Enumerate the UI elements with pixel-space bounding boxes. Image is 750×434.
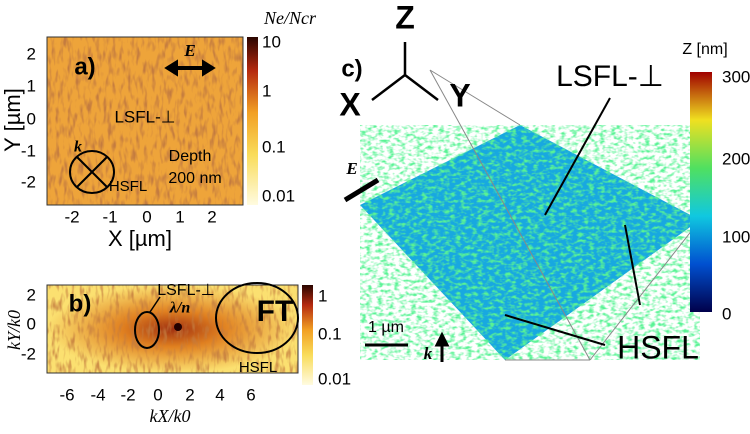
y-tick-label: -2 bbox=[21, 344, 36, 363]
y-tick-label: 0 bbox=[27, 109, 36, 128]
leader bbox=[544, 97, 611, 216]
x-tick-label: 2 bbox=[185, 385, 194, 404]
y-axis-label: Y [µm] bbox=[0, 88, 25, 152]
axis-z: Z bbox=[395, 0, 415, 35]
colorbar-title: Z [nm] bbox=[682, 41, 727, 58]
hsfl-ellipse bbox=[215, 282, 299, 354]
colorbar-tick: 10 bbox=[262, 32, 281, 51]
colorbar-tick: 0.1 bbox=[262, 137, 286, 156]
e-arrow-c bbox=[343, 177, 380, 203]
surface-texture bbox=[360, 125, 700, 360]
axis-x: X bbox=[339, 86, 361, 122]
colorbar-tick: 0.01 bbox=[262, 186, 295, 205]
e-arrow bbox=[164, 59, 216, 77]
x-tick-label: -4 bbox=[90, 385, 105, 404]
panel-label: a) bbox=[74, 53, 95, 80]
lsfl-label: LSFL-⊥ bbox=[157, 282, 215, 299]
x-axis-label: kX/k0 bbox=[150, 406, 191, 426]
x-tick-label: 0 bbox=[142, 207, 151, 226]
axis-icon bbox=[371, 42, 439, 101]
x-tick-label: 2 bbox=[207, 207, 216, 226]
y-tick-label: 1 bbox=[27, 76, 36, 95]
scale-label: 1 µm bbox=[368, 319, 404, 336]
k-arrow-c bbox=[434, 331, 450, 362]
lsfl-ellipse bbox=[134, 311, 160, 349]
lsfl-label: LSFL-⊥ bbox=[556, 60, 664, 93]
ft-center bbox=[174, 323, 182, 331]
colorbar-title: Ne/Ncr bbox=[263, 8, 317, 28]
y-tick-label: 2 bbox=[27, 285, 36, 304]
map-a-frame bbox=[46, 36, 244, 206]
hsfl-label: HSFL bbox=[109, 178, 147, 195]
x-tick-label: -2 bbox=[120, 385, 135, 404]
lsfl-label: LSFL-⊥ bbox=[114, 107, 175, 126]
k-cross bbox=[76, 156, 108, 188]
x-tick-label: -2 bbox=[64, 207, 79, 226]
x-tick-label: -1 bbox=[102, 207, 117, 226]
colorbar-a bbox=[247, 37, 258, 205]
x-tick-label: 6 bbox=[246, 385, 255, 404]
x-tick-label: -6 bbox=[59, 385, 74, 404]
x-tick-label: 1 bbox=[175, 207, 184, 226]
y-tick-label: -2 bbox=[21, 172, 36, 191]
field-label: E bbox=[345, 159, 357, 178]
depth-label: Depth bbox=[169, 148, 212, 165]
x-tick-label: 4 bbox=[215, 385, 224, 404]
hsfl-label: HSFL bbox=[239, 359, 277, 376]
colorbar-tick: 0 bbox=[722, 304, 731, 323]
leader bbox=[149, 296, 161, 313]
field-label: E bbox=[183, 41, 195, 60]
colorbar-tick: 100 bbox=[722, 227, 750, 246]
colorbar-tick: 0.01 bbox=[318, 369, 351, 388]
depth-value: 200 nm bbox=[168, 170, 221, 187]
colorbar-tick: 200 bbox=[722, 149, 750, 168]
colorbar-tick: 1 bbox=[262, 81, 271, 100]
wave-label: k bbox=[74, 139, 82, 156]
y-tick-label: 2 bbox=[27, 44, 36, 63]
k-circle bbox=[69, 150, 115, 194]
y-tick-label: -1 bbox=[21, 141, 36, 160]
y-tick-label: 0 bbox=[27, 314, 36, 333]
colorbar-b bbox=[302, 285, 313, 385]
x-tick-label: 0 bbox=[153, 385, 162, 404]
y-axis-label: kY/k0 bbox=[4, 310, 24, 350]
hsfl-label: HSFL bbox=[617, 329, 699, 365]
leader bbox=[624, 224, 641, 306]
box-edge bbox=[429, 69, 701, 361]
ratio-label: λ/n bbox=[169, 300, 191, 317]
x-axis-label: X [µm] bbox=[108, 226, 172, 251]
panel-label: c) bbox=[341, 55, 362, 82]
leader bbox=[504, 314, 606, 346]
colorbar-tick: 0.1 bbox=[318, 324, 342, 343]
map-b-texture bbox=[47, 285, 298, 373]
map-b-frame bbox=[46, 284, 299, 374]
wave-label: k bbox=[424, 344, 433, 363]
ft-label: FT bbox=[257, 295, 294, 328]
axis-y: Y bbox=[449, 77, 470, 113]
colorbar-c bbox=[690, 72, 712, 312]
colorbar-tick: 300 bbox=[722, 67, 750, 86]
colorbar-tick: 1 bbox=[318, 286, 327, 305]
panel-label: b) bbox=[69, 290, 92, 317]
